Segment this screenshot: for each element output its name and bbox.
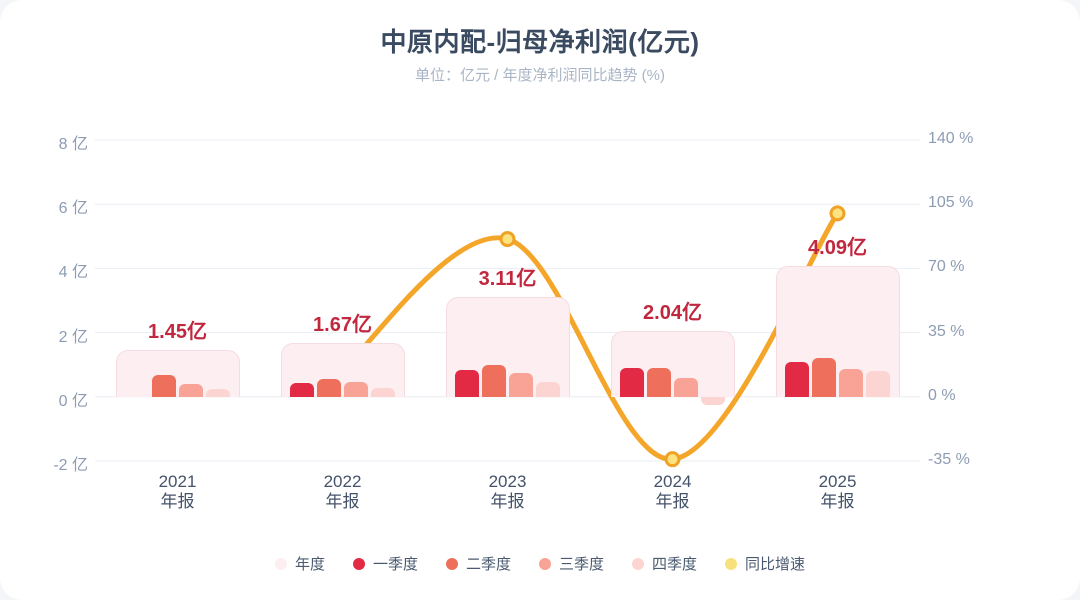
legend-dot-icon <box>352 557 365 570</box>
legend-item[interactable]: 年度 <box>274 553 325 574</box>
legend-item[interactable]: 三季度 <box>539 553 604 574</box>
quarter-bar-q3[interactable] <box>509 373 533 397</box>
x-axis-label: 2021 年报 <box>158 472 197 511</box>
legend-item[interactable]: 二季度 <box>445 553 511 574</box>
bar-value-label: 3.11亿 <box>478 267 537 290</box>
quarter-bar-q3[interactable] <box>674 378 698 397</box>
right-axis-tick: 35 % <box>928 322 965 340</box>
quarter-bar-q2[interactable] <box>812 358 836 397</box>
quarter-bar-q3[interactable] <box>344 382 368 397</box>
quarter-bar-q1[interactable] <box>455 370 479 397</box>
line-marker[interactable] <box>829 205 846 222</box>
legend-item-label: 一季度 <box>372 556 418 573</box>
x-axis-label: 2022 年报 <box>323 472 362 511</box>
growth-line <box>340 210 840 462</box>
legend-item-label: 同比增速 <box>745 556 806 573</box>
quarter-bar-q3[interactable] <box>179 383 203 397</box>
left-axis-tick: 8 亿 <box>58 136 88 153</box>
quarter-bar-q1[interactable] <box>290 382 314 397</box>
legend-item-label: 二季度 <box>465 556 511 573</box>
right-axis-tick: 70 % <box>928 258 965 276</box>
quarter-bar-q2[interactable] <box>317 378 341 397</box>
legend-dot-icon <box>445 557 458 570</box>
chart-subtitle: 单位：亿元 / 年度净利润同比趋势 (%) <box>415 67 665 84</box>
legend-dot-icon <box>632 557 645 570</box>
legend-item-label: 年度 <box>294 556 325 573</box>
quarter-bar-q4[interactable] <box>536 381 560 397</box>
x-axis-label: 2024 年报 <box>653 472 692 511</box>
quarter-bar-q2[interactable] <box>482 364 506 397</box>
legend-item[interactable]: 同比增速 <box>725 553 805 574</box>
quarter-bar-q4[interactable] <box>206 388 230 397</box>
legend-item[interactable]: 一季度 <box>352 553 418 574</box>
legend-dot-icon <box>539 557 551 570</box>
quarter-bar-q1[interactable] <box>620 367 644 397</box>
bar-value-label: 1.45亿 <box>148 321 207 344</box>
quarter-bar-q4[interactable] <box>701 396 725 405</box>
legend-item-label: 四季度 <box>652 556 698 573</box>
right-axis-tick: 105 % <box>928 194 974 212</box>
right-axis-tick: 140 % <box>928 130 974 147</box>
bar-value-label: 1.67亿 <box>313 314 372 337</box>
quarter-bar-q2[interactable] <box>647 367 671 397</box>
left-axis-tick: 6 亿 <box>58 200 88 218</box>
left-axis-tick: 4 亿 <box>58 264 88 282</box>
right-axis-tick: -35 % <box>928 451 970 468</box>
legend-item[interactable]: 四季度 <box>632 553 697 574</box>
legend-dot-icon <box>725 557 738 570</box>
x-axis-label: 2025 年报 <box>818 472 857 511</box>
line-marker[interactable] <box>664 451 681 468</box>
right-axis-tick: 0 % <box>928 386 956 404</box>
quarter-bar-q4[interactable] <box>866 370 890 397</box>
bar-value-label: 4.09亿 <box>808 236 867 259</box>
quarter-bar-q1[interactable] <box>785 362 809 397</box>
quarter-bar-q2[interactable] <box>152 374 176 397</box>
quarter-bar-q3[interactable] <box>839 368 863 397</box>
legend: 年度 一季度 二季度 三季度 四季度 同比增速 <box>0 553 1080 574</box>
chart-title: 中原内配-归母净利润(亿元) <box>380 27 700 57</box>
quarter-bar-q4[interactable] <box>371 388 395 397</box>
x-axis-label: 2023 年报 <box>488 472 527 511</box>
legend-item-label: 三季度 <box>559 556 605 573</box>
left-axis-tick: 2 亿 <box>58 328 88 346</box>
left-axis-tick: -2 亿 <box>53 457 88 474</box>
bar-value-label: 2.04亿 <box>643 302 702 325</box>
legend-dot-icon <box>274 557 287 570</box>
line-marker[interactable] <box>499 231 516 248</box>
left-axis-tick: 0 亿 <box>58 392 88 410</box>
